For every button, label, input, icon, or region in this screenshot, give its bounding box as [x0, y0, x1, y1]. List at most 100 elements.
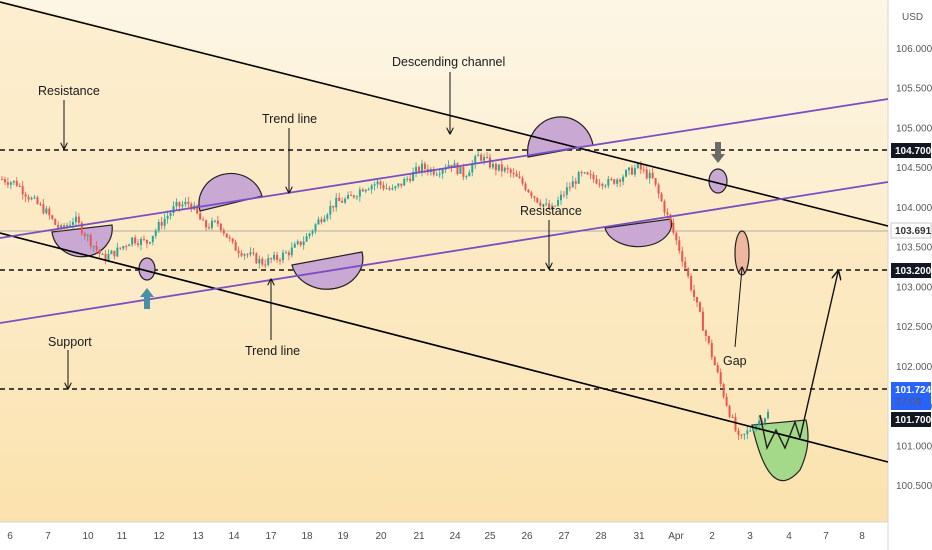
candle-body — [376, 181, 379, 185]
candle-body — [125, 246, 128, 248]
x-tick-label: 11 — [117, 531, 128, 542]
candle-body — [320, 219, 323, 222]
candle-body — [190, 203, 193, 210]
candle-body — [713, 357, 716, 366]
candle-body — [302, 241, 305, 246]
candle-body — [341, 200, 344, 203]
gray-down-arrow-icon — [711, 142, 725, 163]
candle-body — [6, 182, 9, 185]
candle-body — [116, 247, 119, 257]
y-tick-label: 105.000 — [896, 123, 932, 134]
candle-body — [474, 156, 477, 164]
candle-body — [51, 215, 54, 219]
channel-bottom-line — [0, 232, 889, 463]
candle-body — [397, 183, 400, 187]
x-tick-label: 4 — [786, 531, 792, 542]
candle-body — [335, 197, 338, 208]
candle-body — [663, 201, 666, 213]
trend-line-upper — [0, 98, 889, 239]
candle-body — [767, 412, 769, 419]
candle-body — [518, 176, 521, 179]
candle-body — [447, 164, 450, 169]
candle-body — [441, 169, 444, 174]
candle-body — [598, 183, 601, 185]
candle-body — [565, 187, 568, 195]
candle-body — [243, 254, 246, 256]
candle-body — [515, 173, 518, 177]
candle-body — [562, 194, 565, 196]
x-tick-label: 7 — [823, 531, 829, 542]
candle-body — [409, 178, 412, 181]
candle-body — [400, 183, 403, 186]
candle-body — [213, 220, 216, 222]
candle-body — [205, 220, 208, 228]
resistance-mid-label: Resistance — [520, 204, 582, 218]
candle-body — [169, 213, 172, 216]
candle-body — [554, 205, 557, 207]
x-tick-label: 17 — [265, 531, 277, 542]
candle-body — [438, 173, 441, 175]
candle-body — [142, 238, 145, 240]
currency-label: USD — [902, 12, 923, 23]
candle-body — [255, 253, 258, 264]
x-tick-label: 7 — [45, 531, 51, 542]
candle-body — [678, 240, 681, 252]
candle-body — [140, 238, 143, 246]
x-tick-label: 28 — [595, 531, 607, 542]
candle-body — [669, 214, 672, 223]
candle-body — [355, 196, 358, 198]
candle-body — [701, 311, 704, 331]
badge-support-text: 103.200 — [895, 266, 932, 277]
candle-body — [693, 290, 696, 298]
candle-body — [163, 218, 166, 226]
candle-body — [737, 430, 740, 435]
candle-body — [586, 172, 589, 175]
candle-body — [391, 188, 394, 190]
candle-body — [731, 416, 734, 418]
x-tick-label: 10 — [82, 531, 94, 542]
candle-body — [279, 259, 282, 261]
blue-up-arrow-icon — [140, 288, 154, 309]
candle-body — [276, 254, 279, 260]
candle-body — [728, 405, 731, 417]
candle-body — [488, 157, 491, 168]
candle-body — [503, 167, 506, 172]
candle-body — [273, 254, 276, 260]
time-axis-ticks: 6 7 10 11 12 13 14 17 18 19 20 21 24 25 26 27 28 31 Apr 2 3 4… — [7, 531, 865, 542]
x-tick-label: 8 — [859, 531, 865, 542]
candle-body — [323, 218, 326, 222]
candle-body — [648, 172, 651, 179]
candle-body — [122, 246, 125, 249]
candle-body — [60, 225, 63, 230]
candle-body — [616, 179, 619, 184]
candle-body — [352, 195, 355, 198]
candle-body — [222, 230, 225, 234]
candle-body — [604, 185, 607, 187]
candle-body — [154, 230, 157, 236]
candle-body — [134, 237, 137, 244]
candle-body — [77, 216, 80, 223]
candle-body — [651, 172, 654, 179]
candle-body — [89, 235, 92, 247]
candle-body — [704, 330, 707, 337]
candle-body — [187, 201, 190, 204]
y-tick-label: 102.500 — [896, 322, 932, 333]
candle-body — [657, 184, 660, 194]
candle-body — [613, 179, 616, 184]
candle-body — [453, 163, 456, 168]
candle-body — [423, 163, 426, 170]
candle-body — [347, 194, 350, 199]
candle-body — [361, 189, 364, 192]
x-tick-label: 12 — [153, 531, 165, 542]
candle-body — [645, 169, 648, 179]
arc-support-3 — [604, 218, 673, 248]
candle-body — [264, 264, 267, 266]
x-tick-label: 31 — [633, 531, 645, 542]
candle-body — [39, 203, 42, 205]
y-tick-label: 103.500 — [896, 243, 932, 254]
candle-body — [119, 247, 122, 249]
candle-body — [83, 233, 86, 237]
candle-body — [749, 430, 752, 432]
candle-body — [18, 185, 21, 187]
